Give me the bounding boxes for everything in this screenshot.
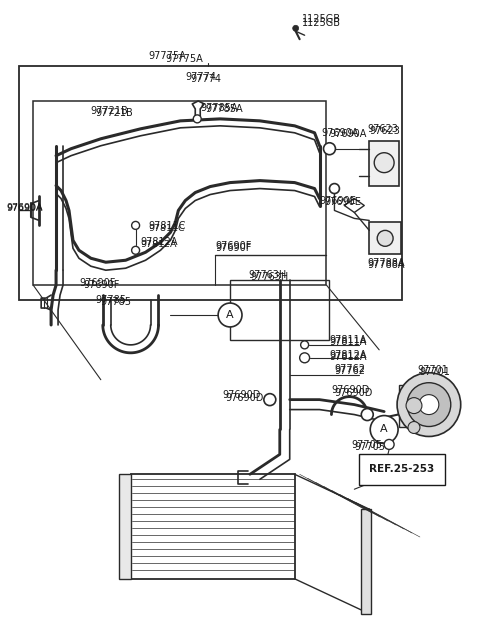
Text: 1125GB: 1125GB	[301, 15, 341, 25]
Text: 1125GB: 1125GB	[301, 18, 341, 28]
Circle shape	[329, 184, 339, 194]
Text: 97811A: 97811A	[329, 335, 367, 345]
Circle shape	[397, 373, 461, 437]
Text: 97788A: 97788A	[367, 260, 405, 270]
Text: 97775A: 97775A	[148, 51, 186, 61]
Text: 97812A: 97812A	[141, 237, 178, 247]
Circle shape	[218, 303, 242, 327]
Text: 97690E: 97690E	[324, 198, 361, 208]
Circle shape	[408, 422, 420, 433]
Circle shape	[374, 153, 394, 173]
Circle shape	[419, 394, 439, 415]
Text: 97763H: 97763H	[250, 272, 288, 282]
Text: A: A	[380, 425, 388, 435]
Circle shape	[300, 341, 309, 349]
Text: 97774: 97774	[185, 72, 216, 82]
Circle shape	[370, 416, 398, 444]
Text: 97690A: 97690A	[6, 203, 43, 212]
Bar	[399, 385, 429, 427]
Text: 97690E: 97690E	[320, 196, 357, 206]
Text: 97762: 97762	[335, 366, 365, 375]
Text: 97812A: 97812A	[329, 350, 367, 360]
Text: 97705: 97705	[354, 442, 385, 452]
Circle shape	[132, 221, 140, 230]
Circle shape	[361, 409, 373, 420]
Text: 97690F: 97690F	[79, 278, 115, 288]
Text: 97785: 97785	[101, 297, 132, 307]
Text: 97721B: 97721B	[91, 106, 129, 116]
Text: 97775A: 97775A	[166, 54, 203, 64]
Text: 97701: 97701	[417, 365, 448, 375]
Bar	[19, 66, 402, 300]
Circle shape	[407, 383, 451, 427]
Circle shape	[384, 439, 394, 449]
Text: 97812A: 97812A	[141, 240, 177, 249]
Text: 97690D: 97690D	[222, 390, 261, 399]
Text: 97811C: 97811C	[148, 224, 185, 233]
Text: 97785: 97785	[96, 295, 127, 305]
Bar	[33, 101, 326, 285]
Text: 97785A: 97785A	[205, 104, 243, 114]
Text: 97811A: 97811A	[329, 337, 367, 347]
Circle shape	[324, 143, 336, 155]
Text: 97690F: 97690F	[215, 241, 252, 251]
Circle shape	[300, 353, 310, 363]
Text: 97623: 97623	[367, 124, 398, 134]
Bar	[119, 475, 131, 579]
Text: 97705: 97705	[351, 440, 383, 451]
Text: 97701: 97701	[419, 367, 450, 377]
Text: 97690A: 97690A	[6, 204, 43, 213]
Text: 97690D: 97690D	[335, 387, 373, 398]
Text: 97788A: 97788A	[367, 258, 405, 268]
Circle shape	[377, 230, 393, 246]
Bar	[131, 475, 295, 579]
Text: 97690A: 97690A	[329, 129, 367, 139]
Bar	[369, 222, 401, 254]
Circle shape	[406, 398, 422, 413]
Text: 97763H: 97763H	[248, 270, 286, 280]
Circle shape	[293, 25, 299, 32]
Text: 97774: 97774	[190, 74, 221, 84]
Circle shape	[264, 394, 276, 406]
Text: 97690F: 97690F	[215, 244, 252, 253]
Bar	[361, 509, 371, 614]
Circle shape	[132, 246, 140, 254]
Text: 97690D: 97690D	[225, 392, 264, 403]
Text: 97812A: 97812A	[329, 352, 367, 362]
Text: 97721B: 97721B	[96, 108, 133, 118]
Text: A: A	[226, 310, 234, 320]
Bar	[230, 280, 329, 340]
Circle shape	[193, 115, 201, 123]
Text: 97623: 97623	[369, 126, 400, 136]
Text: 97690F: 97690F	[83, 280, 120, 290]
Text: 97785A: 97785A	[200, 103, 238, 113]
Text: REF.25-253: REF.25-253	[369, 464, 434, 475]
Bar	[369, 141, 399, 186]
Text: 97762: 97762	[335, 363, 365, 374]
Text: 97811C: 97811C	[148, 221, 186, 232]
Text: 97690D: 97690D	[332, 385, 370, 394]
Text: 97690A: 97690A	[322, 128, 359, 138]
